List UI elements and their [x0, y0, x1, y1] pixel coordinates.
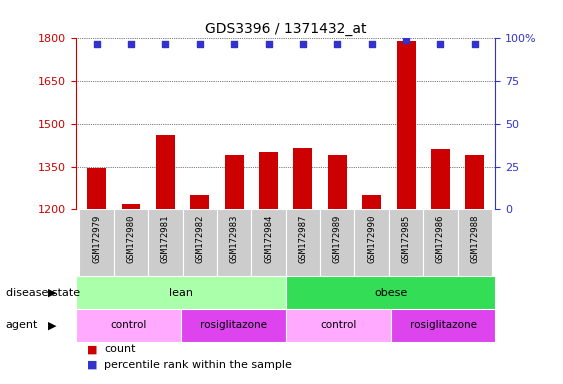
Bar	[122, 204, 140, 209]
Text: control: control	[110, 320, 146, 331]
Bar	[423, 209, 458, 276]
Bar	[76, 276, 286, 309]
Bar	[286, 309, 391, 342]
Text: GSM172988: GSM172988	[470, 215, 479, 263]
Text: ▶: ▶	[48, 320, 56, 331]
Point	[401, 37, 410, 43]
Text: ■: ■	[87, 344, 98, 354]
Bar	[251, 209, 286, 276]
Point	[264, 40, 273, 46]
Text: agent: agent	[6, 320, 38, 331]
Text: rosiglitazone: rosiglitazone	[200, 320, 267, 331]
Text: GSM172986: GSM172986	[436, 215, 445, 263]
Bar	[217, 209, 251, 276]
Bar	[225, 155, 244, 209]
Bar	[458, 209, 492, 276]
Bar	[328, 155, 347, 209]
Text: disease state: disease state	[6, 288, 80, 298]
Bar	[362, 195, 381, 209]
Point	[367, 40, 376, 46]
Bar	[114, 209, 148, 276]
Point	[333, 40, 342, 46]
Text: count: count	[104, 344, 136, 354]
Bar	[190, 195, 209, 209]
Text: GSM172980: GSM172980	[127, 215, 136, 263]
Text: GSM172989: GSM172989	[333, 215, 342, 263]
Text: ▶: ▶	[48, 288, 56, 298]
Bar	[79, 209, 114, 276]
Bar	[181, 309, 286, 342]
Text: GSM172982: GSM172982	[195, 215, 204, 263]
Point	[161, 40, 170, 46]
Point	[92, 40, 101, 46]
Bar	[259, 152, 278, 209]
Bar	[391, 309, 495, 342]
Title: GDS3396 / 1371432_at: GDS3396 / 1371432_at	[205, 22, 367, 36]
Bar	[87, 168, 106, 209]
Point	[230, 40, 239, 46]
Bar	[355, 209, 389, 276]
Bar	[396, 41, 415, 209]
Point	[436, 40, 445, 46]
Text: GSM172987: GSM172987	[298, 215, 307, 263]
Bar	[389, 209, 423, 276]
Bar	[76, 309, 181, 342]
Point	[195, 40, 204, 46]
Text: rosiglitazone: rosiglitazone	[409, 320, 476, 331]
Bar	[320, 209, 355, 276]
Bar	[148, 209, 182, 276]
Bar	[293, 148, 312, 209]
Text: percentile rank within the sample: percentile rank within the sample	[104, 360, 292, 370]
Text: GSM172990: GSM172990	[367, 215, 376, 263]
Text: lean: lean	[169, 288, 193, 298]
Bar	[286, 209, 320, 276]
Text: GSM172983: GSM172983	[230, 215, 239, 263]
Bar	[431, 149, 450, 209]
Bar	[156, 135, 175, 209]
Text: control: control	[320, 320, 356, 331]
Text: ■: ■	[87, 360, 98, 370]
Bar	[466, 155, 484, 209]
Point	[470, 40, 479, 46]
Text: GSM172985: GSM172985	[401, 215, 410, 263]
Text: GSM172979: GSM172979	[92, 215, 101, 263]
Bar	[286, 276, 495, 309]
Text: GSM172984: GSM172984	[264, 215, 273, 263]
Text: GSM172981: GSM172981	[161, 215, 170, 263]
Text: obese: obese	[374, 288, 407, 298]
Point	[298, 40, 307, 46]
Point	[127, 40, 136, 46]
Bar	[182, 209, 217, 276]
